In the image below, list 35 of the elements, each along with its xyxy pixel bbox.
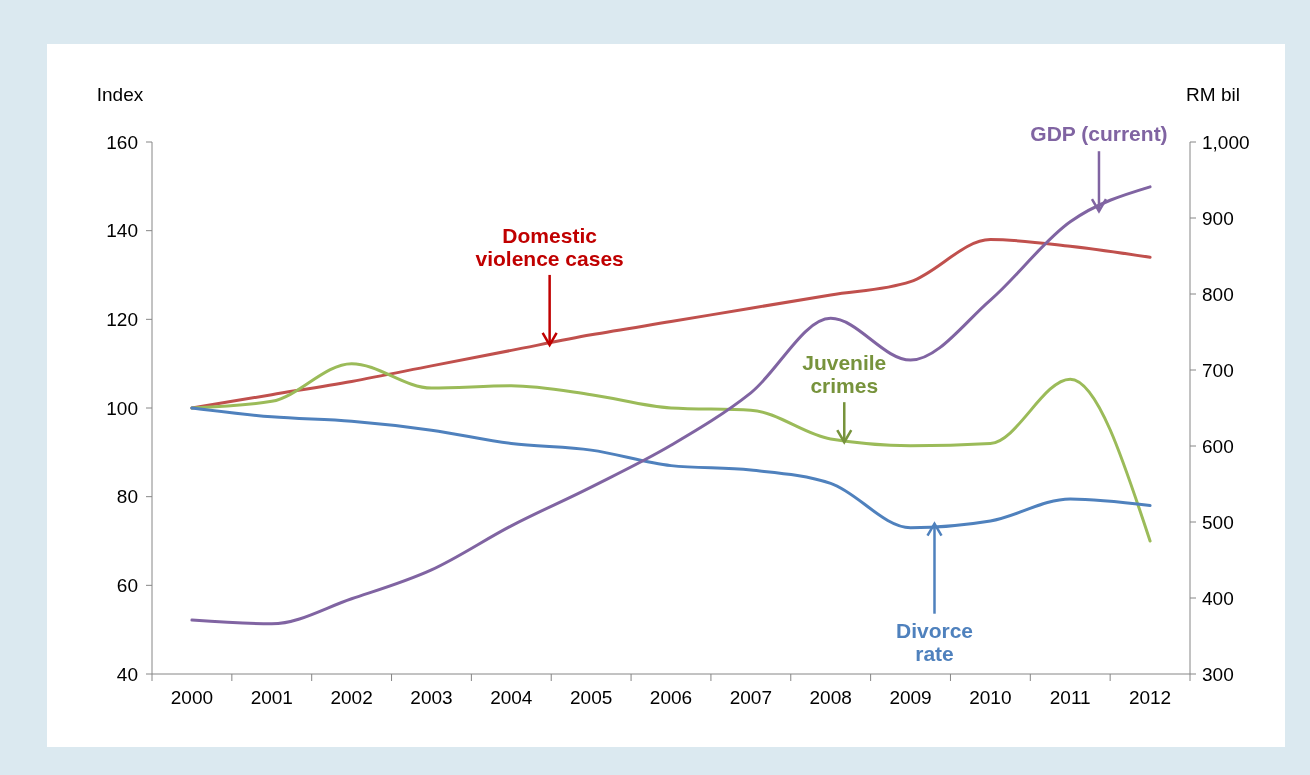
y-tick-label: 60: [116, 574, 138, 596]
x-tick-label: 2006: [649, 687, 693, 708]
y2-tick-label: 500: [1202, 511, 1234, 533]
y2-tick-label: 1,000: [1202, 131, 1250, 153]
y2-tick-label: 300: [1202, 663, 1234, 685]
x-tick-label: 2002: [330, 687, 373, 708]
x-tick-label: 2012: [1128, 687, 1172, 708]
y2-tick-label: 900: [1202, 207, 1234, 229]
x-tick-label: 2001: [250, 687, 293, 708]
x-tick-label: 2005: [570, 687, 613, 708]
y2-axis-title: RM bil: [1186, 84, 1240, 105]
line-series: [190, 406, 1152, 530]
text: Domestic violence cases: [475, 223, 624, 270]
x-tick-label: 2004: [490, 687, 533, 708]
series-label: Juvenile crimes: [802, 351, 887, 398]
y2-tick-label: 600: [1202, 435, 1234, 457]
x-tick-label: 2008: [809, 687, 852, 708]
x-tick-label: 2007: [729, 687, 772, 708]
x-tick-label: 2011: [1049, 687, 1091, 708]
y-tick-label: 140: [106, 220, 138, 242]
y-tick-label: 120: [106, 308, 138, 330]
y-tick-label: 100: [106, 397, 138, 419]
text: GDP (current): [1030, 122, 1168, 146]
y-tick-label: 160: [106, 131, 138, 153]
y-tick-label: 80: [116, 486, 138, 508]
y2-tick-label: 800: [1202, 283, 1234, 305]
x-tick-label: 2000: [170, 687, 214, 708]
x-tick-label: 2003: [410, 687, 453, 708]
text: Divorce rate: [895, 618, 974, 665]
y2-tick-label: 700: [1202, 359, 1234, 381]
y-tick-label: 40: [116, 663, 138, 685]
x-tick-label: 2009: [889, 687, 932, 708]
y-axis-title: Index: [96, 84, 144, 105]
x-tick-label: 2010: [969, 687, 1012, 708]
y2-tick-label: 400: [1202, 587, 1234, 609]
